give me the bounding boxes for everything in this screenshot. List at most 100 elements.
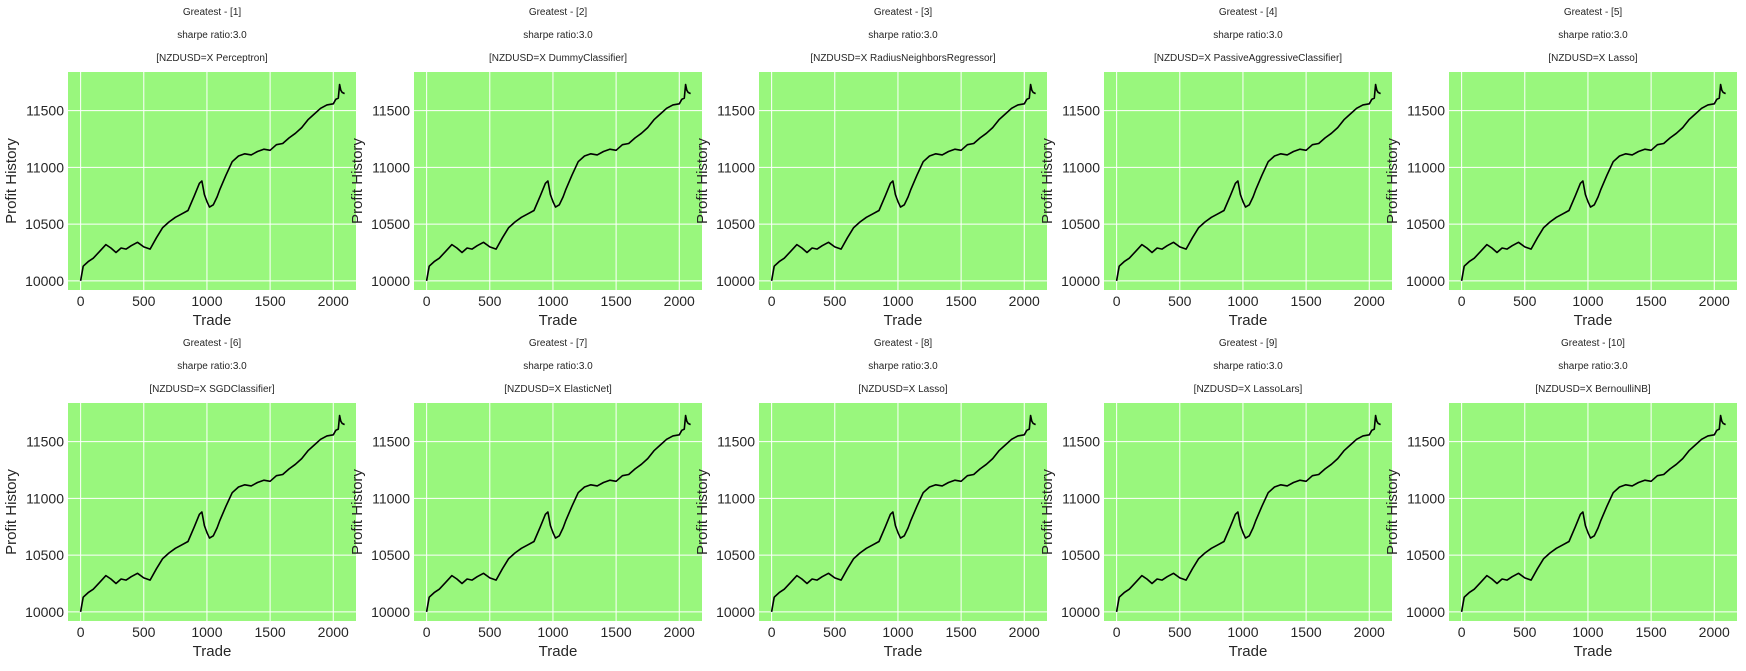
y-tick-label: 11500 bbox=[372, 434, 410, 450]
chart-model-label: [NZDUSD=X LassoLars] bbox=[1194, 384, 1303, 395]
y-axis-label: Profit History bbox=[1384, 138, 1401, 224]
chart-subtitle: sharpe ratio:3.0 bbox=[1213, 30, 1283, 41]
y-tick-label: 11000 bbox=[1407, 490, 1445, 506]
chart-panel: Greatest - [4] sharpe ratio:3.0 [NZDUSD=X … bbox=[1039, 7, 1392, 329]
x-tick-label: 0 bbox=[423, 624, 431, 640]
chart-title: Greatest - [7] bbox=[529, 338, 588, 349]
x-tick-label: 0 bbox=[77, 293, 85, 309]
chart-panel: Greatest - [6] sharpe ratio:3.0 [NZDUSD=X … bbox=[3, 338, 356, 660]
chart-title: Greatest - [10] bbox=[1561, 338, 1625, 349]
x-tick-label: 1500 bbox=[946, 293, 977, 309]
plot-area bbox=[1104, 72, 1392, 290]
x-tick-label: 1500 bbox=[601, 293, 632, 309]
x-tick-label: 500 bbox=[1513, 293, 1537, 309]
y-tick-label: 11500 bbox=[26, 103, 64, 119]
x-tick-label: 500 bbox=[478, 624, 502, 640]
x-axis-label: Trade bbox=[539, 643, 578, 660]
chart-model-label: [NZDUSD=X SGDClassifier] bbox=[149, 384, 275, 395]
profit-history-line bbox=[79, 83, 345, 282]
y-tick-label: 11500 bbox=[26, 434, 64, 450]
x-tick-label: 500 bbox=[478, 293, 502, 309]
x-axis-label: Trade bbox=[1229, 312, 1268, 329]
profit-history-line bbox=[79, 414, 345, 613]
x-tick-label: 500 bbox=[823, 624, 847, 640]
y-tick-label: 11000 bbox=[26, 490, 64, 506]
chart-panel: Greatest - [1] sharpe ratio:3.0 [NZDUSD=X … bbox=[3, 7, 356, 329]
x-tick-label: 2000 bbox=[1354, 293, 1385, 309]
chart-panel: Greatest - [10] sharpe ratio:3.0 [NZDUSD=X… bbox=[1384, 338, 1737, 660]
y-tick-label: 10000 bbox=[25, 604, 64, 620]
x-tick-label: 1500 bbox=[1291, 624, 1322, 640]
y-tick-label: 11500 bbox=[372, 103, 410, 119]
chart-subtitle: sharpe ratio:3.0 bbox=[868, 30, 938, 41]
y-tick-label: 11000 bbox=[1062, 159, 1100, 175]
y-tick-label: 11500 bbox=[717, 434, 755, 450]
chart-title: Greatest - [4] bbox=[1219, 7, 1278, 18]
profit-history-line bbox=[770, 83, 1036, 282]
x-tick-label: 1000 bbox=[191, 293, 222, 309]
y-tick-label: 10000 bbox=[716, 604, 755, 620]
x-tick-label: 1500 bbox=[946, 624, 977, 640]
x-tick-label: 0 bbox=[423, 293, 431, 309]
x-tick-label: 500 bbox=[1168, 293, 1192, 309]
chart-model-label: [NZDUSD=X PassiveAggressiveClassifier] bbox=[1154, 53, 1342, 64]
chart-panel: Greatest - [9] sharpe ratio:3.0 [NZDUSD=X … bbox=[1039, 338, 1392, 660]
y-tick-label: 10000 bbox=[716, 273, 755, 289]
x-tick-label: 1000 bbox=[537, 293, 568, 309]
y-tick-label: 10000 bbox=[1061, 604, 1100, 620]
x-tick-label: 2000 bbox=[1009, 624, 1040, 640]
chart-subtitle: sharpe ratio:3.0 bbox=[177, 361, 247, 372]
x-axis-label: Trade bbox=[884, 312, 923, 329]
chart-subtitle: sharpe ratio:3.0 bbox=[523, 30, 593, 41]
profit-history-line bbox=[1460, 414, 1726, 613]
x-tick-label: 1000 bbox=[191, 624, 222, 640]
chart-model-label: [NZDUSD=X DummyClassifier] bbox=[489, 53, 627, 64]
x-tick-label: 2000 bbox=[664, 293, 695, 309]
profit-history-line bbox=[425, 414, 691, 613]
y-tick-label: 10000 bbox=[371, 273, 410, 289]
chart-panel: Greatest - [8] sharpe ratio:3.0 [NZDUSD=X … bbox=[694, 338, 1047, 660]
y-tick-label: 11000 bbox=[26, 159, 64, 175]
y-tick-label: 10000 bbox=[371, 604, 410, 620]
x-tick-label: 1500 bbox=[1636, 293, 1667, 309]
x-tick-label: 1500 bbox=[601, 624, 632, 640]
chart-model-label: [NZDUSD=X RadiusNeighborsRegressor] bbox=[810, 53, 996, 64]
y-tick-label: 10500 bbox=[25, 547, 64, 563]
y-tick-label: 10500 bbox=[716, 547, 755, 563]
y-tick-label: 10500 bbox=[1061, 547, 1100, 563]
x-axis-label: Trade bbox=[193, 312, 232, 329]
chart-model-label: [NZDUSD=X Lasso] bbox=[1548, 53, 1637, 64]
plot-area bbox=[1449, 403, 1737, 621]
plot-area bbox=[414, 72, 702, 290]
y-tick-label: 11000 bbox=[372, 159, 410, 175]
chart-panel: Greatest - [5] sharpe ratio:3.0 [NZDUSD=X … bbox=[1384, 7, 1737, 329]
plot-area bbox=[68, 72, 356, 290]
chart-panel: Greatest - [3] sharpe ratio:3.0 [NZDUSD=X … bbox=[694, 7, 1047, 329]
profit-history-line bbox=[1115, 414, 1381, 613]
y-tick-label: 11000 bbox=[1062, 490, 1100, 506]
x-axis-label: Trade bbox=[1574, 312, 1613, 329]
profit-history-line bbox=[1115, 83, 1381, 282]
plot-area bbox=[759, 72, 1047, 290]
y-tick-label: 10000 bbox=[1406, 273, 1445, 289]
x-tick-label: 2000 bbox=[664, 624, 695, 640]
x-tick-label: 0 bbox=[77, 624, 85, 640]
chart-subtitle: sharpe ratio:3.0 bbox=[177, 30, 247, 41]
x-tick-label: 2000 bbox=[1009, 293, 1040, 309]
y-tick-label: 10500 bbox=[716, 216, 755, 232]
x-tick-label: 500 bbox=[132, 293, 156, 309]
profit-history-line bbox=[1460, 83, 1726, 282]
y-axis-label: Profit History bbox=[1384, 469, 1401, 555]
profit-history-line bbox=[425, 83, 691, 282]
chart-title: Greatest - [9] bbox=[1219, 338, 1278, 349]
x-tick-label: 1500 bbox=[255, 293, 286, 309]
x-axis-label: Trade bbox=[1574, 643, 1613, 660]
x-tick-label: 1500 bbox=[255, 624, 286, 640]
x-axis-label: Trade bbox=[1229, 643, 1268, 660]
y-tick-label: 10000 bbox=[25, 273, 64, 289]
profit-history-line bbox=[770, 414, 1036, 613]
y-axis-label: Profit History bbox=[3, 138, 20, 224]
y-tick-label: 11000 bbox=[372, 490, 410, 506]
x-tick-label: 500 bbox=[1168, 624, 1192, 640]
